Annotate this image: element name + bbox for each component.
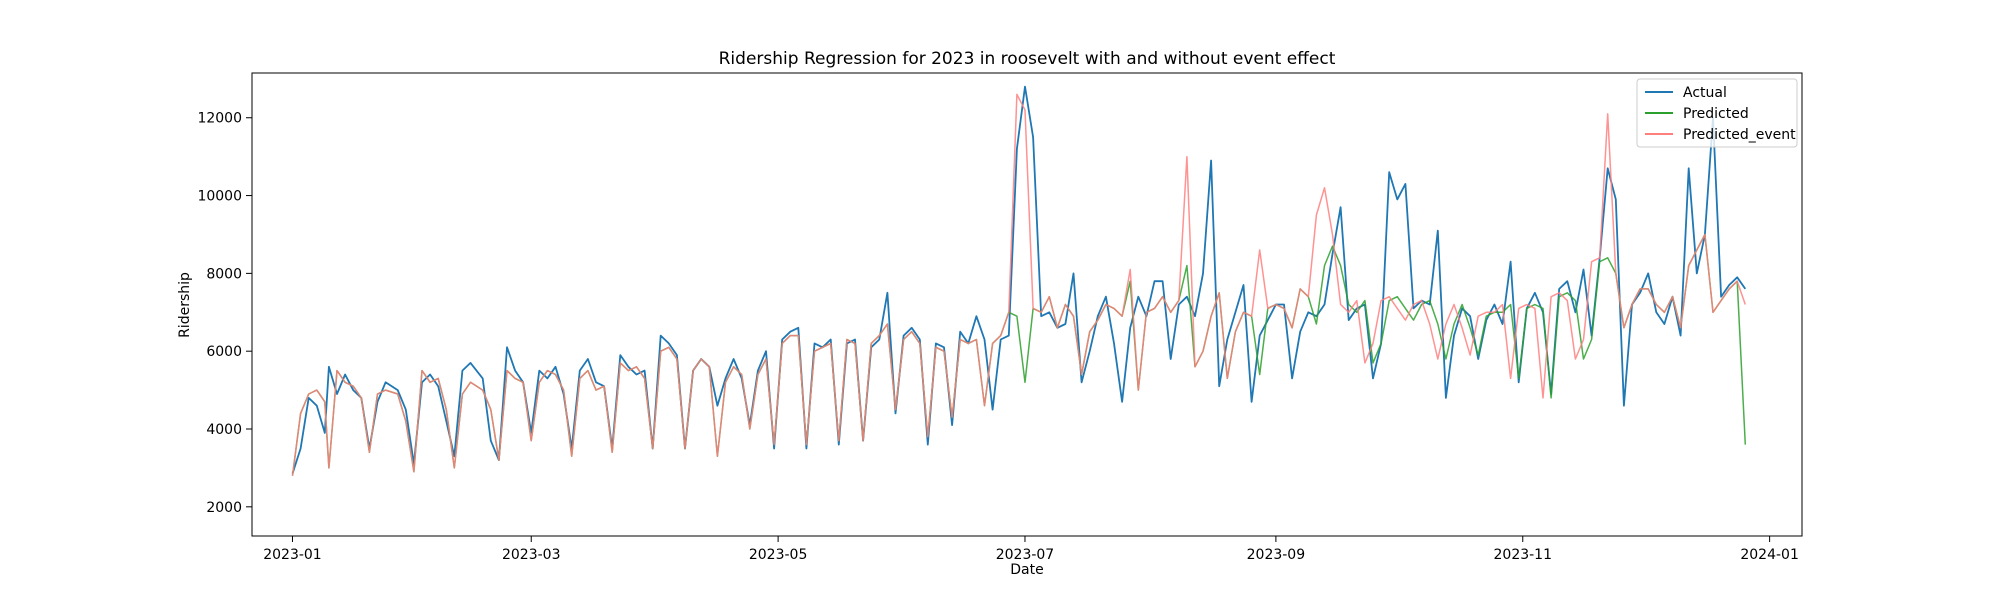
y-axis: 2000 4000 6000 8000 10000 12000: [197, 111, 252, 516]
y-tick-label: 6000: [206, 344, 242, 360]
x-axis: 2023-01 2023-03 2023-05 2023-07 2023-09 2023-…: [263, 536, 1799, 563]
series-line-predicted-event: [291, 93, 1747, 476]
x-tick-label: 2023-01: [263, 547, 322, 563]
legend-label: Predicted: [1683, 106, 1749, 122]
x-tick-label: 2023-07: [996, 547, 1055, 563]
x-tick-label: 2023-11: [1494, 547, 1553, 563]
x-tick-label: 2023-05: [749, 547, 808, 563]
y-tick-label: 8000: [206, 266, 242, 282]
y-tick-label: 2000: [206, 500, 242, 516]
legend-label: Predicted_event: [1683, 127, 1796, 143]
legend-label: Actual: [1683, 85, 1727, 101]
y-tick-label: 10000: [197, 189, 242, 205]
x-axis-label: Date: [1010, 562, 1043, 578]
legend-box: [1636, 78, 1798, 148]
chart-title: Ridership Regression for 2023 in rooseve…: [719, 49, 1336, 69]
y-axis-label: Ridership: [177, 272, 193, 338]
x-tick-label: 2023-09: [1247, 547, 1306, 563]
y-tick-label: 12000: [197, 111, 242, 127]
y-tick-label: 4000: [206, 422, 242, 438]
series-layer: [291, 85, 1747, 476]
x-tick-label: 2023-03: [502, 547, 561, 563]
x-tick-label: 2024-01: [1740, 547, 1799, 563]
legend: Actual Predicted Predicted_event: [1636, 78, 1798, 148]
plot-area-frame: [251, 72, 1803, 537]
